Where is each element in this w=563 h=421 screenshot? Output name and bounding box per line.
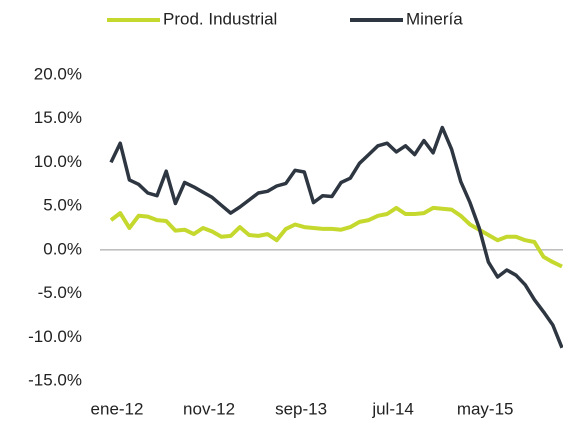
y-tick-label: -5.0% <box>38 283 82 302</box>
series-line <box>109 125 563 349</box>
x-tick-label: may-15 <box>457 399 514 418</box>
y-tick-label: -15.0% <box>28 370 82 389</box>
y-tick-label: 20.0% <box>34 64 82 83</box>
x-tick-label: jul-14 <box>371 399 414 418</box>
x-tick-label: sep-13 <box>275 399 327 418</box>
y-tick-label: 5.0% <box>43 196 82 215</box>
y-tick-label: 10.0% <box>34 152 82 171</box>
legend-label: Minería <box>406 9 463 28</box>
x-tick-label: ene-12 <box>91 399 144 418</box>
y-tick-label: 15.0% <box>34 108 82 127</box>
x-tick-label: nov-12 <box>183 399 235 418</box>
legend-label: Prod. Industrial <box>163 9 277 28</box>
y-tick-label: 0.0% <box>43 239 82 258</box>
series-line <box>109 205 563 269</box>
y-tick-label: -10.0% <box>28 327 82 346</box>
